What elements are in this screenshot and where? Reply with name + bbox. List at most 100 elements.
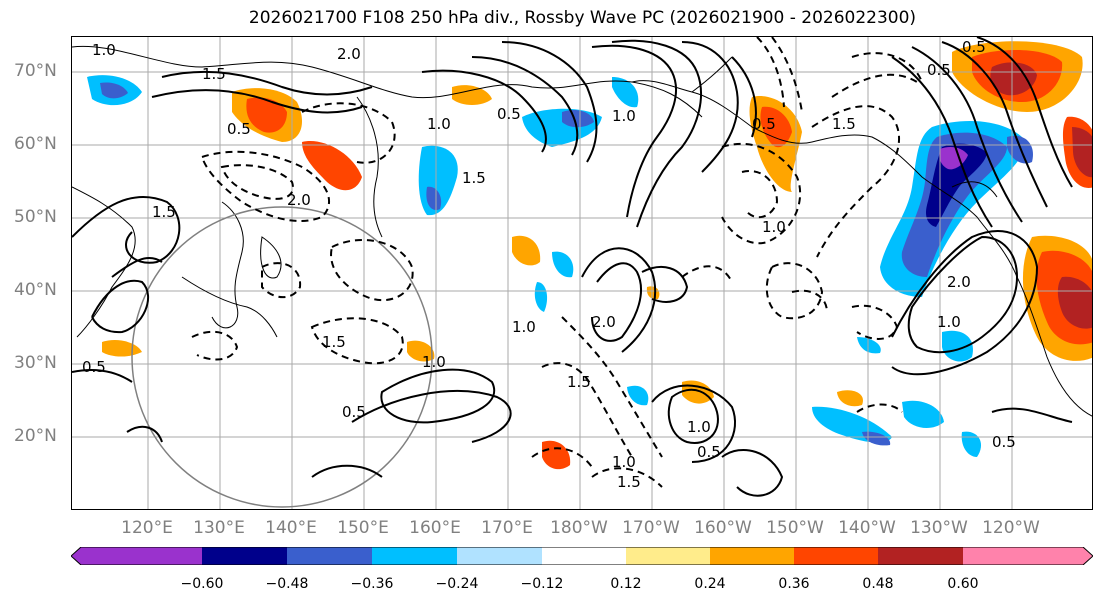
colorbar-segment <box>794 547 878 565</box>
lat-label-50n: 50°N <box>14 207 57 227</box>
lon-label-130w: 130°W <box>910 518 968 538</box>
contour-labels: 1.0 1.5 2.0 0.5 1.5 2.0 1.0 0.5 1.5 1.0 … <box>82 38 1016 491</box>
contour-label: 1.0 <box>512 318 536 336</box>
negative-region <box>857 337 881 354</box>
lon-label-170w: 170°W <box>622 518 680 538</box>
positive-region <box>246 97 287 133</box>
colorbar-segment <box>457 547 542 565</box>
lon-label-170e: 170°E <box>481 518 533 538</box>
negative-region <box>961 431 982 457</box>
contour-label: 1.0 <box>687 418 711 436</box>
lon-label-150e: 150°E <box>337 518 389 538</box>
contour-label: 1.5 <box>462 169 486 187</box>
colorbar-tick: −0.48 <box>265 576 309 592</box>
colorbar-segment <box>626 547 710 565</box>
colorbar-tick: 0.24 <box>694 576 726 592</box>
contour-label: 0.5 <box>342 403 366 421</box>
negative-region <box>862 431 891 446</box>
negative-region <box>612 77 639 108</box>
colorbar-tick: 0.12 <box>610 576 642 592</box>
lon-label-160e: 160°E <box>409 518 461 538</box>
positive-region <box>646 286 660 300</box>
lon-label-180w: 180°W <box>550 518 608 538</box>
positive-region <box>102 340 142 357</box>
lon-label-160w: 160°W <box>694 518 752 538</box>
positive-region <box>512 235 541 266</box>
colorbar-segment <box>710 547 794 565</box>
contour-label: 1.0 <box>422 353 446 371</box>
contour-label: 1.5 <box>567 373 591 391</box>
contour-label: 1.5 <box>617 473 641 491</box>
contour-label: 0.5 <box>227 120 251 138</box>
colorbar-segment <box>71 547 202 565</box>
colorbar-segment <box>963 547 1093 565</box>
colorbar-tick: −0.36 <box>350 576 394 592</box>
contour-label: 0.5 <box>992 433 1016 451</box>
negative-region <box>902 400 944 429</box>
contour-label: 1.5 <box>202 65 226 83</box>
contour-label: 0.5 <box>962 38 986 56</box>
lon-label-130e: 130°E <box>193 518 245 538</box>
positive-region <box>837 390 863 407</box>
contour-label: 0.5 <box>697 443 721 461</box>
contour-label: 2.0 <box>947 273 971 291</box>
contour-label: 1.5 <box>322 333 346 351</box>
contour-label: 1.0 <box>762 218 786 236</box>
positive-region <box>1072 127 1092 178</box>
positive-region <box>990 62 1037 96</box>
colorbar-segment <box>542 547 626 565</box>
colorbar-segment <box>287 547 372 565</box>
negative-region <box>426 186 442 211</box>
colorbar <box>71 547 1093 565</box>
positive-region <box>452 85 492 105</box>
contour-label: 0.5 <box>752 115 776 133</box>
contour-label: 1.0 <box>427 115 451 133</box>
contour-label: 1.0 <box>937 313 961 331</box>
contour-label: 0.5 <box>497 105 521 123</box>
map-panel: 1.0 1.5 2.0 0.5 1.5 2.0 1.0 0.5 1.5 1.0 … <box>71 36 1093 510</box>
negative-region <box>562 110 594 128</box>
contour-label: 1.0 <box>92 41 116 59</box>
map-canvas: 1.0 1.5 2.0 0.5 1.5 2.0 1.0 0.5 1.5 1.0 … <box>72 37 1092 509</box>
contour-label: 2.0 <box>337 45 361 63</box>
positive-region <box>760 106 792 148</box>
positive-region <box>1057 276 1092 329</box>
positive-region <box>407 340 435 362</box>
negative-region <box>534 282 548 312</box>
lat-label-40n: 40°N <box>14 280 57 300</box>
lon-label-120e: 120°E <box>121 518 173 538</box>
positive-region <box>682 380 714 404</box>
colorbar-tick: 0.60 <box>947 576 979 592</box>
colorbar-segment <box>202 547 287 565</box>
contour-label: 1.5 <box>152 203 176 221</box>
lat-label-20n: 20°N <box>14 426 57 446</box>
colorbar-tick: 0.48 <box>862 576 894 592</box>
reference-circle <box>131 206 433 508</box>
contour-label: 1.0 <box>612 453 636 471</box>
contour-label: 1.0 <box>612 107 636 125</box>
contour-label: 0.5 <box>82 358 106 376</box>
colorbar-segment <box>878 547 963 565</box>
colorbar-tick: 0.36 <box>778 576 810 592</box>
colorbar-tick: −0.24 <box>435 576 479 592</box>
negative-region <box>901 132 1007 277</box>
lat-label-60n: 60°N <box>14 134 57 154</box>
lat-label-70n: 70°N <box>14 61 57 81</box>
contour-label: 2.0 <box>592 313 616 331</box>
contour-label: 1.5 <box>832 115 856 133</box>
negative-region <box>942 330 973 362</box>
solid-contours <box>72 37 1073 497</box>
map-title: 2026021700 F108 250 hPa div., Rossby Wav… <box>248 8 917 28</box>
negative-region <box>627 385 649 406</box>
positive-region <box>302 141 362 191</box>
lon-label-120w: 120°W <box>982 518 1040 538</box>
positive-region <box>542 440 571 470</box>
colorbar-segment <box>372 547 457 565</box>
lat-label-30n: 30°N <box>14 353 57 373</box>
lon-label-140e: 140°E <box>265 518 317 538</box>
negative-region <box>100 82 128 99</box>
contour-label: 0.5 <box>927 61 951 79</box>
shaded-fields <box>87 41 1092 470</box>
negative-region <box>552 251 574 278</box>
colorbar-tick: −0.12 <box>520 576 564 592</box>
